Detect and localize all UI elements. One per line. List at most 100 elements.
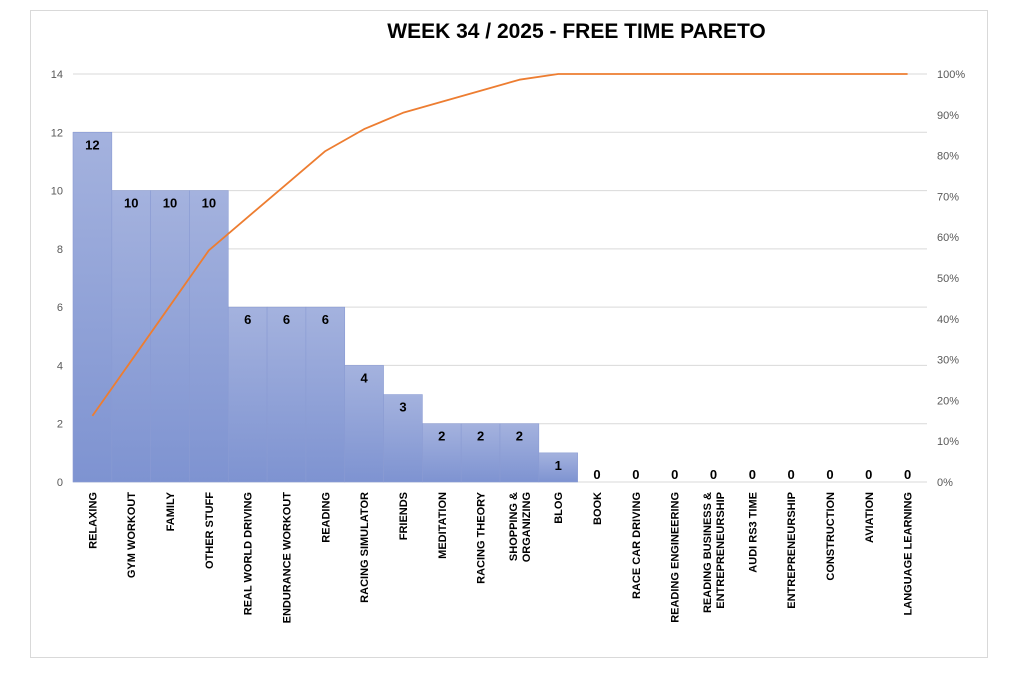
category-label: AUDI RS3 TIME xyxy=(747,492,759,573)
category-label: RACING THEORY xyxy=(476,491,488,584)
category-label-line: AUDI RS3 TIME xyxy=(747,492,759,573)
data-label: 0 xyxy=(788,467,795,482)
y2-tick-label: 30% xyxy=(937,355,959,367)
category-label-line: FRIENDS xyxy=(398,492,410,540)
y2-tick-label: 20% xyxy=(937,395,959,407)
category-label-line: BOOK xyxy=(592,492,604,525)
category-label: BOOK xyxy=(592,492,604,525)
category-label-line: BLOG xyxy=(553,492,565,524)
y-tick-label: 4 xyxy=(57,360,63,372)
category-label: RELAXING xyxy=(87,492,99,549)
data-label: 10 xyxy=(202,196,216,211)
data-label: 0 xyxy=(710,467,717,482)
category-label: LANGUAGE LEARNING xyxy=(903,492,915,615)
cumulative-line xyxy=(91,73,908,417)
category-label: READING BUSINESS & ENTREPRENEURSHIP xyxy=(702,492,727,613)
data-label: 0 xyxy=(632,467,639,482)
data-label: 3 xyxy=(399,400,406,415)
category-label-line: READING BUSINESS & xyxy=(702,492,714,613)
category-label: OTHER STUFF xyxy=(204,492,216,569)
category-label-line: READING ENGINEERING xyxy=(670,492,682,623)
bar xyxy=(383,394,423,483)
bar xyxy=(266,306,307,483)
category-label-line: ENTREPRENEURSHIP xyxy=(786,492,798,609)
data-label: 6 xyxy=(283,312,290,327)
y2-tick-label: 80% xyxy=(937,151,959,163)
data-label: 6 xyxy=(322,312,329,327)
bar xyxy=(499,423,540,483)
data-label: 1 xyxy=(555,458,562,473)
category-label-line: ENDURANCE WORKOUT xyxy=(282,492,294,624)
category-label-line: LANGUAGE LEARNING xyxy=(903,492,915,615)
category-label: GYM WORKOUT xyxy=(126,492,138,578)
data-label: 6 xyxy=(244,312,251,327)
y-tick-label: 14 xyxy=(51,69,63,81)
y2-tick-label: 40% xyxy=(937,314,959,326)
bar xyxy=(460,423,501,483)
data-label: 0 xyxy=(749,467,756,482)
category-label-line: SHOPPING & xyxy=(508,492,520,561)
category-label-line: ENTREPRENEURSHIP xyxy=(715,492,727,609)
data-label: 10 xyxy=(124,196,138,211)
category-label-line: GYM WORKOUT xyxy=(126,492,138,578)
category-label: BLOG xyxy=(553,492,565,524)
category-label: REAL WORLD DRIVING xyxy=(243,492,255,615)
category-label-line: CONSTRUCTION xyxy=(825,492,837,581)
category-label: RACE CAR DRIVING xyxy=(631,492,643,599)
data-label: 2 xyxy=(438,429,445,444)
bar xyxy=(150,190,190,483)
cumulative-percent-line xyxy=(91,73,908,417)
category-label: SHOPPING & ORGANIZING xyxy=(508,492,533,562)
data-label: 4 xyxy=(361,370,369,385)
category-label: FRIENDS xyxy=(398,492,410,540)
category-label-line: FAMILY xyxy=(165,491,177,531)
y2-tick-label: 50% xyxy=(937,273,959,285)
bar xyxy=(227,306,268,483)
category-label: READING ENGINEERING xyxy=(670,492,682,623)
data-label: 0 xyxy=(671,467,678,482)
data-label: 0 xyxy=(593,467,600,482)
data-label: 0 xyxy=(865,467,872,482)
bar xyxy=(305,306,346,483)
y2-tick-label: 60% xyxy=(937,232,959,244)
data-label: 12 xyxy=(85,137,99,152)
axes: 024681012140%10%20%30%40%50%60%70%80%90%… xyxy=(51,69,966,623)
bar xyxy=(111,190,151,483)
y-tick-label: 2 xyxy=(57,419,63,431)
category-label: ENDURANCE WORKOUT xyxy=(282,492,294,624)
bar xyxy=(344,365,384,483)
y2-tick-label: 0% xyxy=(937,477,953,489)
category-label-line: RACE CAR DRIVING xyxy=(631,492,643,599)
category-label: AVIATION xyxy=(864,492,876,543)
bar xyxy=(422,423,462,483)
data-label: 2 xyxy=(477,429,484,444)
data-label: 10 xyxy=(163,196,177,211)
bar xyxy=(72,131,113,483)
category-label-line: AVIATION xyxy=(864,492,876,543)
y2-tick-label: 100% xyxy=(937,69,965,81)
category-label-line: READING xyxy=(320,492,332,543)
data-label: 0 xyxy=(826,467,833,482)
y-tick-label: 8 xyxy=(57,244,63,256)
category-label: RACING SIMULATOR xyxy=(359,492,371,603)
category-label: FAMILY xyxy=(165,491,177,531)
category-label-line: RELAXING xyxy=(87,492,99,549)
category-label-line: RACING THEORY xyxy=(476,491,488,584)
bars xyxy=(72,131,578,483)
bar xyxy=(189,190,229,483)
y2-tick-label: 10% xyxy=(937,436,959,448)
data-label: 0 xyxy=(904,467,911,482)
category-label-line: ORGANIZING xyxy=(521,492,533,562)
y-tick-label: 0 xyxy=(57,477,63,489)
y-tick-label: 10 xyxy=(51,186,63,198)
category-label-line: REAL WORLD DRIVING xyxy=(243,492,255,615)
category-label: CONSTRUCTION xyxy=(825,492,837,581)
y-tick-label: 6 xyxy=(57,302,63,314)
y-tick-label: 12 xyxy=(51,127,63,139)
bar xyxy=(538,452,578,483)
data-label: 2 xyxy=(516,429,523,444)
category-label: MEDITATION xyxy=(437,492,449,559)
category-label: READING xyxy=(320,492,332,543)
category-label: ENTREPRENEURSHIP xyxy=(786,492,798,609)
